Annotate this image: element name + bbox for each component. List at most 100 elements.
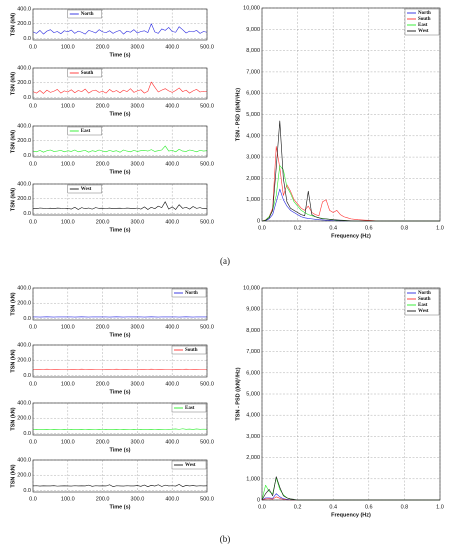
x-axis-label: Time (s) [110,504,131,510]
legend-box [67,68,103,78]
legend-label: East [185,406,195,411]
x-tick-label: 200.0 [96,324,110,330]
x-axis-label: Time (s) [110,169,131,175]
y-axis-label: TSN (kN) [10,130,16,153]
y-tick-label: 6,000 [246,370,260,376]
y-tick-label: 7,000 [246,69,260,75]
x-tick-label: 1.0 [436,504,444,510]
x-tick-label: 200.0 [96,219,110,225]
y-tick-label: 400.0 [17,400,31,406]
y-tick-label: 3,000 [246,155,260,161]
plot-area [33,126,207,157]
y-tick-label: 9,000 [246,27,260,33]
chart: 0.0 200.0 400.0 0.0 100.0 200.0 300.0 400.0 500.… [10,181,213,233]
x-tick-label: 0.0 [29,439,37,445]
chart: 0.0 200.0 400.0 0.0 100.0 200.0 300.0 400.0 500.… [10,6,213,58]
plot-area [33,68,207,99]
y-tick-label: 0 [257,497,260,503]
y-tick-label: 5,000 [246,112,260,118]
y-tick-label: 400.0 [17,285,31,291]
x-tick-label: 100.0 [61,324,75,330]
x-axis-label: Time (s) [110,52,131,58]
y-tick-label: 1,000 [246,197,260,203]
legend-box [171,403,207,413]
x-tick-label: 300.0 [131,381,145,387]
x-tick-label: 0.8 [401,225,409,231]
plot-frame [32,459,208,493]
x-tick-label: 0.0 [29,381,37,387]
y-axis-label: TSN (kN) [10,407,16,430]
x-tick-label: 0.6 [365,225,373,231]
y-tick-label: 0.0 [23,316,31,322]
x-axis-label: Time (s) [110,332,131,338]
x-tick-label: 0.0 [29,324,37,330]
x-tick-label: 500.0 [200,439,214,445]
caption: (b) [220,534,231,544]
y-tick-label: 2,000 [246,455,260,461]
legend-label: West [418,29,429,34]
x-tick-label: 400.0 [165,324,179,330]
plot-frame [32,183,208,216]
x-tick-label: 200.0 [96,381,110,387]
x-tick-label: 400.0 [165,439,179,445]
x-axis-label: Frequency (Hz) [331,512,371,518]
x-tick-label: 100.0 [61,381,75,387]
x-axis-label: Time (s) [110,227,131,233]
x-axis-label: Time (s) [110,389,131,395]
y-tick-label: 8,000 [246,328,260,334]
x-tick-label: 200.0 [96,439,110,445]
x-tick-label: 0.0 [29,496,37,502]
legend-label: West [81,187,92,192]
legend-label: South [418,297,431,302]
y-tick-label: 0.0 [23,431,31,437]
y-tick-label: 200.0 [17,21,31,27]
x-tick-label: 300.0 [131,103,145,109]
legend-label: East [418,23,428,28]
x-tick-label: 0.6 [365,504,373,510]
y-tick-label: 8,000 [246,48,260,54]
x-tick-label: 500.0 [200,381,214,387]
legend-box [67,184,103,194]
caption: (a) [220,256,230,266]
x-tick-label: 500.0 [200,324,214,330]
y-tick-label: 0.0 [23,488,31,494]
chart: 0.0 200.0 400.0 0.0 100.0 200.0 300.0 400.0 500.… [10,457,213,510]
y-tick-label: 0.0 [23,373,31,379]
y-axis-label: TSN (kN) [10,464,16,487]
x-tick-label: 400.0 [165,496,179,502]
series-line [32,201,208,210]
x-tick-label: 0.0 [29,219,37,225]
y-tick-label: 400.0 [17,342,31,348]
x-axis-label: Time (s) [110,447,131,453]
y-axis-label: TSN (kN) [10,292,16,315]
legend-label: South [185,348,198,353]
x-tick-label: 200.0 [96,103,110,109]
y-axis-label: TSN (kN) [10,13,16,36]
y-tick-label: 9,000 [246,307,260,313]
y-tick-label: 0.0 [23,95,31,101]
legend-label: East [81,129,91,134]
x-tick-label: 500.0 [200,219,214,225]
x-tick-label: 200.0 [96,496,110,502]
y-tick-label: 10,000 [243,5,260,11]
x-axis-label: Frequency (Hz) [331,233,371,239]
x-tick-label: 0.0 [258,225,266,231]
y-tick-label: 0.0 [23,36,31,42]
chart: 0.0 200.0 400.0 0.0 100.0 200.0 300.0 400.0 500.… [10,65,213,117]
series-line [32,145,208,153]
y-tick-label: 1,000 [246,476,260,482]
plot-frame [32,402,208,436]
y-tick-label: 4,000 [246,133,260,139]
chart: 0.0 200.0 400.0 0.0 100.0 200.0 300.0 400.0 500.… [10,342,213,395]
x-tick-label: 500.0 [200,103,214,109]
y-tick-label: 5,000 [246,391,260,397]
x-tick-label: 500.0 [200,44,214,50]
plot-frame [32,287,208,321]
x-tick-label: 100.0 [61,44,75,50]
x-tick-label: 200.0 [96,44,110,50]
x-tick-label: 300.0 [131,219,145,225]
legend-box [171,460,207,470]
x-tick-label: 0.0 [258,504,266,510]
y-tick-label: 400.0 [17,181,31,187]
